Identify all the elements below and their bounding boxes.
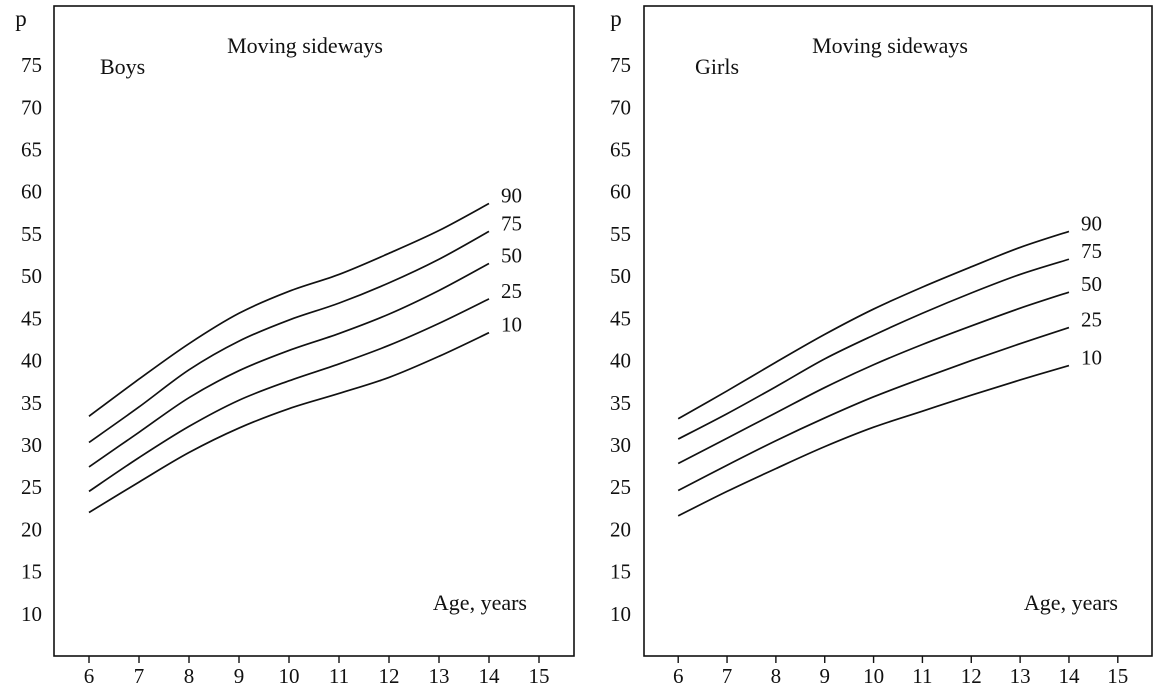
series-line-p90 xyxy=(677,230,1070,420)
y-tick-label: 60 xyxy=(610,180,631,204)
series-line-p25 xyxy=(88,298,490,493)
y-tick-label: 20 xyxy=(610,517,631,541)
x-axis-label: Age, years xyxy=(1024,590,1118,615)
y-tick-label: 65 xyxy=(21,138,42,162)
y-tick-label: 40 xyxy=(610,349,631,373)
series-label-p10: 10 xyxy=(1081,346,1102,370)
chart-title: Moving sideways xyxy=(227,33,383,58)
x-tick-label: 13 xyxy=(429,664,450,687)
x-tick-label: 8 xyxy=(771,664,782,687)
plot-frame xyxy=(643,5,1153,657)
y-axis-label: p xyxy=(15,6,27,31)
y-tick-label: 50 xyxy=(610,264,631,288)
y-tick-label: 10 xyxy=(610,602,631,626)
x-tick-label: 8 xyxy=(184,664,195,687)
series-label-p75: 75 xyxy=(501,211,522,235)
chart-panel-boys: 6 7 8 9 10 11 12 13 14 15 10 15 20 25 30 35 40 45 50 55 60 65… xyxy=(15,5,575,688)
series-line-p10 xyxy=(88,331,490,514)
y-tick-label: 20 xyxy=(21,517,42,541)
panel-label: Girls xyxy=(695,54,739,79)
series-label-p25: 25 xyxy=(501,279,522,303)
series-line-p90 xyxy=(88,202,490,417)
y-tick-label: 65 xyxy=(610,138,631,162)
x-tick-label: 9 xyxy=(819,664,830,687)
x-tick-label: 9 xyxy=(234,664,245,687)
x-tick-label: 12 xyxy=(961,664,982,687)
y-tick-label: 45 xyxy=(21,306,42,330)
x-tick-label: 11 xyxy=(912,664,932,687)
y-axis-label: p xyxy=(610,6,622,31)
series-label-p90: 90 xyxy=(501,184,522,208)
series-label-p90: 90 xyxy=(1081,211,1102,235)
y-tick-label: 35 xyxy=(21,391,42,415)
series-line-p50 xyxy=(677,291,1070,465)
series-line-p25 xyxy=(677,326,1070,492)
y-tick-label: 50 xyxy=(21,264,42,288)
x-tick-label: 7 xyxy=(722,664,733,687)
panel-label: Boys xyxy=(100,54,145,79)
chart-title: Moving sideways xyxy=(812,33,968,58)
y-tick-label: 25 xyxy=(610,475,631,499)
x-tick-label: 15 xyxy=(1107,664,1128,687)
series-label-p75: 75 xyxy=(1081,239,1102,263)
y-tick-label: 75 xyxy=(21,53,42,77)
y-tick-label: 15 xyxy=(21,560,42,584)
y-tick-label: 45 xyxy=(610,306,631,330)
chart-panel-girls: 6 7 8 9 10 11 12 13 14 15 10 15 20 25 30 35 40 45 50 55 60 65… xyxy=(610,5,1153,688)
y-tick-label: 60 xyxy=(21,180,42,204)
y-tick-label: 40 xyxy=(21,349,42,373)
series-line-p75 xyxy=(88,230,490,444)
x-tick-label: 10 xyxy=(279,664,300,687)
y-tick-label: 35 xyxy=(610,391,631,415)
y-tick-label: 30 xyxy=(21,433,42,457)
y-tick-label: 70 xyxy=(21,95,42,119)
x-tick-label: 14 xyxy=(1058,664,1080,687)
x-tick-label: 7 xyxy=(134,664,145,687)
y-tick-label: 10 xyxy=(21,602,42,626)
y-tick-label: 15 xyxy=(610,560,631,584)
x-tick-label: 6 xyxy=(84,664,95,687)
y-tick-label: 75 xyxy=(610,53,631,77)
y-tick-label: 55 xyxy=(610,222,631,246)
x-tick-label: 15 xyxy=(529,664,550,687)
x-tick-label: 12 xyxy=(379,664,400,687)
x-tick-label: 13 xyxy=(1010,664,1031,687)
y-tick-label: 70 xyxy=(610,95,631,119)
x-axis-label: Age, years xyxy=(433,590,527,615)
plot-frame xyxy=(53,5,575,657)
y-tick-label: 25 xyxy=(21,475,42,499)
series-line-p75 xyxy=(677,258,1070,440)
y-tick-label: 55 xyxy=(21,222,42,246)
y-tick-label: 30 xyxy=(610,433,631,457)
x-tick-label: 6 xyxy=(673,664,684,687)
x-tick-label: 10 xyxy=(863,664,884,687)
series-line-p10 xyxy=(677,364,1070,517)
x-tick-label: 14 xyxy=(479,664,501,687)
series-label-p50: 50 xyxy=(1081,272,1102,296)
series-label-p50: 50 xyxy=(501,243,522,267)
x-tick-label: 11 xyxy=(329,664,349,687)
series-label-p10: 10 xyxy=(501,313,522,337)
series-label-p25: 25 xyxy=(1081,308,1102,332)
series-line-p50 xyxy=(88,262,490,468)
